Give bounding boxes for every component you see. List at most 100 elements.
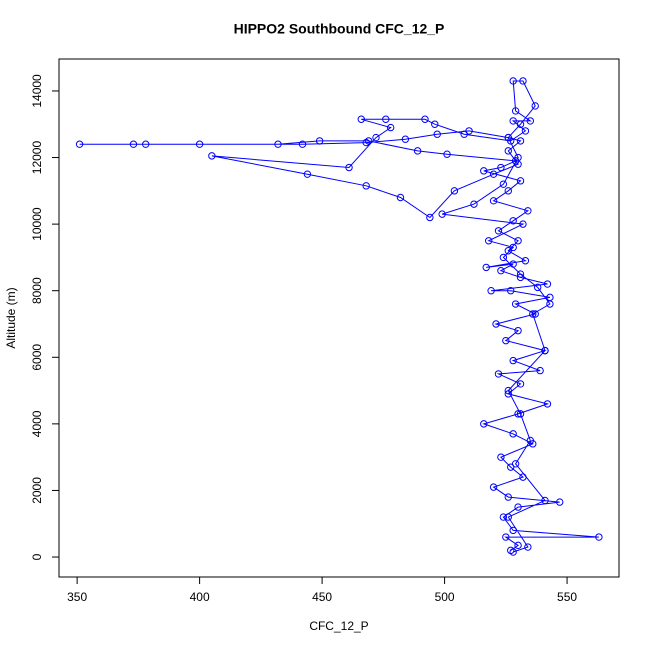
x-tick-label: 350 bbox=[67, 590, 87, 604]
data-point bbox=[521, 257, 530, 265]
y-axis-label: Altitude (m) bbox=[4, 287, 18, 348]
data-point bbox=[396, 193, 405, 202]
data-point bbox=[142, 140, 150, 148]
data-point bbox=[345, 163, 353, 172]
data-point bbox=[511, 460, 520, 468]
data-point bbox=[514, 237, 522, 245]
data-point bbox=[514, 153, 522, 162]
data-point bbox=[531, 102, 539, 110]
data-point bbox=[413, 147, 422, 155]
data-point bbox=[362, 182, 370, 190]
data-point bbox=[489, 170, 498, 178]
data-point bbox=[482, 263, 490, 272]
data-point bbox=[511, 107, 520, 115]
data-point bbox=[274, 140, 282, 148]
data-point bbox=[372, 133, 380, 142]
data-point bbox=[509, 526, 517, 535]
data-point bbox=[129, 140, 138, 148]
data-point bbox=[521, 127, 530, 135]
data-point bbox=[492, 320, 500, 328]
data-point bbox=[494, 227, 503, 235]
data-point bbox=[507, 287, 515, 295]
data-point bbox=[465, 127, 473, 135]
data-point bbox=[507, 463, 515, 471]
data-point bbox=[546, 300, 554, 308]
data-point bbox=[421, 115, 429, 123]
data-point bbox=[484, 237, 493, 245]
data-point bbox=[499, 253, 508, 262]
y-tick-label: 14000 bbox=[30, 74, 44, 108]
y-tick-label: 4000 bbox=[30, 410, 44, 437]
data-point bbox=[516, 120, 525, 128]
data-point bbox=[524, 207, 532, 215]
data-point bbox=[489, 483, 498, 491]
data-point bbox=[531, 310, 539, 318]
data-point bbox=[499, 513, 508, 521]
data-point bbox=[386, 123, 395, 132]
data-point bbox=[514, 326, 522, 335]
data-point bbox=[595, 533, 603, 541]
data-point bbox=[509, 260, 517, 268]
data-point bbox=[401, 135, 410, 143]
data-point bbox=[357, 115, 365, 123]
data-point bbox=[509, 117, 517, 125]
data-point bbox=[519, 77, 527, 85]
data-point bbox=[438, 210, 446, 218]
data-point bbox=[526, 117, 535, 125]
data-point bbox=[298, 140, 307, 148]
data-point bbox=[497, 267, 505, 275]
data-point bbox=[541, 496, 549, 505]
y-tick-label: 0 bbox=[30, 553, 44, 560]
data-point bbox=[362, 138, 370, 147]
data-point bbox=[504, 493, 512, 501]
data-point bbox=[504, 390, 512, 398]
data-line bbox=[79, 80, 599, 553]
data-point bbox=[556, 498, 564, 506]
data-point bbox=[480, 420, 488, 428]
data-point bbox=[514, 503, 522, 511]
x-tick-label: 450 bbox=[312, 590, 332, 604]
data-point bbox=[382, 115, 390, 123]
data-point bbox=[511, 300, 520, 308]
x-tick-label: 550 bbox=[557, 590, 577, 604]
data-point bbox=[533, 283, 542, 292]
data-point bbox=[303, 170, 312, 178]
data-point bbox=[504, 187, 512, 195]
data-point bbox=[433, 130, 441, 138]
data-point bbox=[497, 453, 505, 461]
data-point bbox=[504, 247, 512, 255]
data-point bbox=[509, 77, 517, 85]
x-tick-label: 500 bbox=[435, 590, 455, 604]
y-tick-label: 2000 bbox=[30, 477, 44, 504]
data-point bbox=[541, 346, 549, 355]
data-point bbox=[509, 430, 517, 438]
data-point bbox=[509, 356, 517, 365]
data-point bbox=[489, 197, 498, 205]
data-point bbox=[470, 200, 478, 208]
data-point bbox=[480, 167, 488, 175]
data-point bbox=[509, 548, 517, 556]
data-point bbox=[526, 436, 535, 445]
data-point bbox=[494, 370, 503, 378]
x-tick-label: 400 bbox=[190, 590, 210, 604]
x-axis-label: CFC_12_P bbox=[309, 619, 368, 633]
data-point bbox=[514, 541, 522, 550]
data-point bbox=[519, 220, 527, 228]
data-point bbox=[504, 133, 512, 142]
data-point bbox=[529, 310, 537, 318]
data-point bbox=[443, 150, 451, 158]
data-point bbox=[519, 473, 527, 481]
data-point bbox=[516, 410, 525, 418]
data-point bbox=[543, 400, 552, 408]
data-point bbox=[450, 187, 459, 195]
data-point bbox=[502, 533, 510, 541]
data-point bbox=[504, 513, 512, 521]
data-point bbox=[502, 336, 510, 345]
data-point bbox=[516, 137, 525, 145]
y-tick-label: 10000 bbox=[30, 207, 44, 241]
data-point bbox=[514, 410, 522, 418]
data-point bbox=[499, 180, 508, 188]
data-point bbox=[516, 380, 525, 388]
chart-title: HIPPO2 Southbound CFC_12_P bbox=[234, 21, 445, 37]
